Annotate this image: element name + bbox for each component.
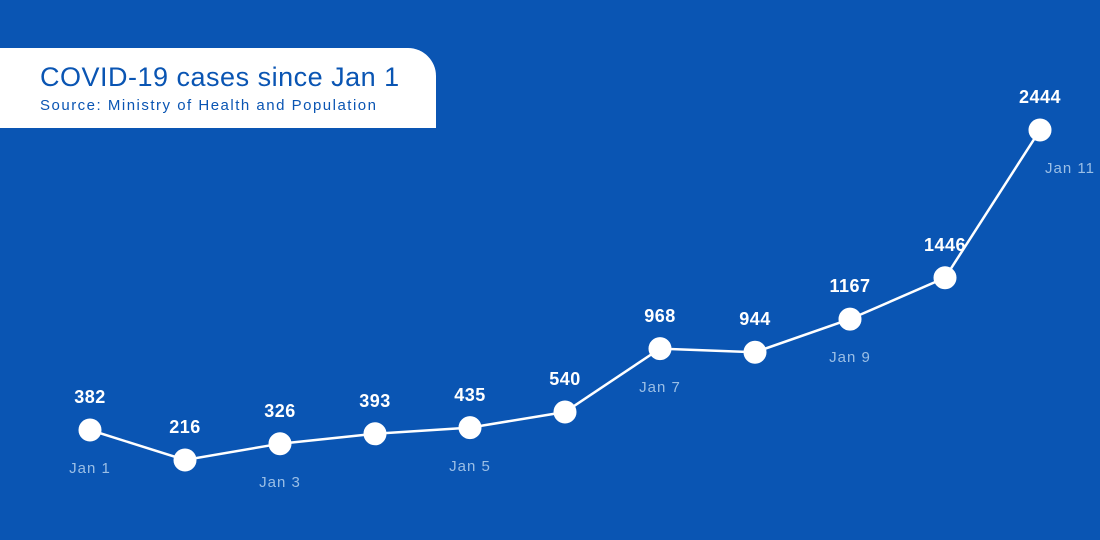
point-value-label: 326 (264, 401, 296, 422)
point-value-label: 1167 (829, 276, 870, 297)
x-axis-label: Jan 1 (69, 460, 111, 477)
chart-marker (79, 419, 101, 441)
x-axis-label: Jan 3 (259, 474, 301, 491)
chart-marker (174, 449, 196, 471)
point-value-label: 435 (454, 385, 486, 406)
x-axis-label: Jan 7 (639, 379, 681, 396)
chart-marker (1029, 119, 1051, 141)
point-value-label: 382 (74, 387, 106, 408)
chart-marker (459, 417, 481, 439)
chart-marker (839, 308, 861, 330)
chart-marker (554, 401, 576, 423)
point-value-label: 216 (169, 417, 201, 438)
chart-marker (934, 267, 956, 289)
x-axis-label: Jan 9 (829, 349, 871, 366)
chart-marker (744, 341, 766, 363)
chart-marker (649, 338, 671, 360)
point-value-label: 1446 (924, 235, 966, 256)
point-value-label: 540 (549, 369, 581, 390)
point-value-label: 2444 (1019, 87, 1061, 108)
chart-plot (0, 0, 1100, 540)
chart-marker (364, 423, 386, 445)
chart-marker (269, 433, 291, 455)
x-axis-label: Jan 11 (1045, 160, 1095, 177)
x-axis-label: Jan 5 (449, 458, 491, 475)
point-value-label: 968 (644, 306, 676, 327)
point-value-label: 393 (359, 391, 391, 412)
point-value-label: 944 (739, 309, 771, 330)
